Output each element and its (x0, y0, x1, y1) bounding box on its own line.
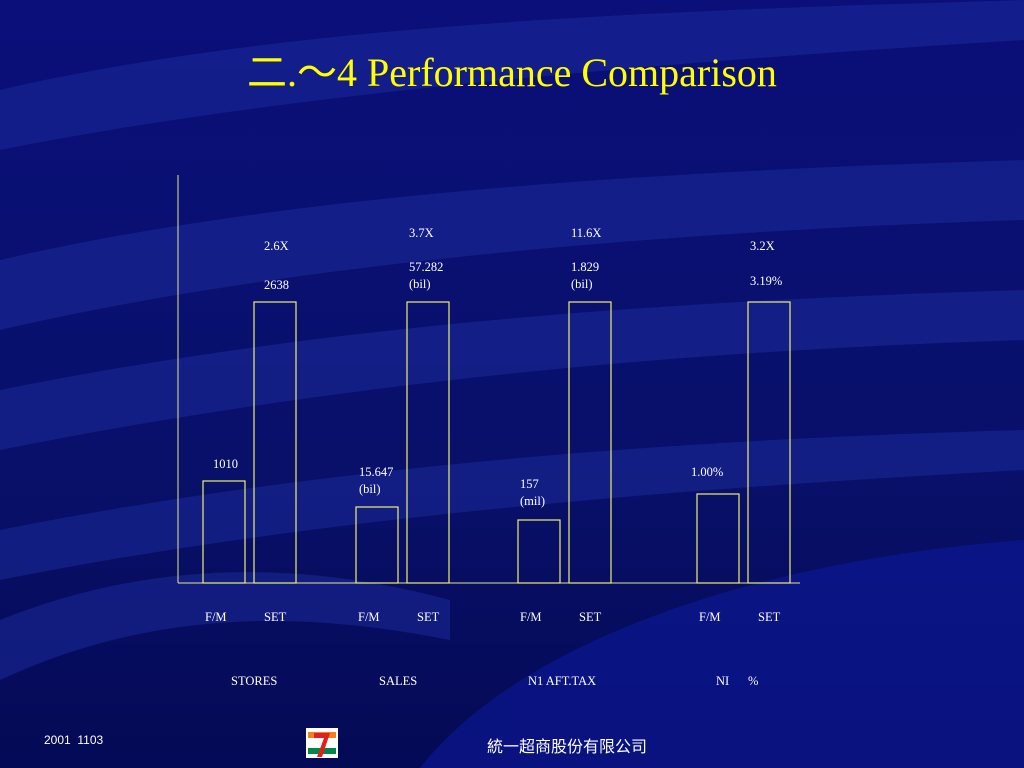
value-label: 15.647 (359, 465, 393, 479)
value-label: (bil) (409, 277, 431, 291)
value-label: 1010 (213, 457, 238, 471)
bar-label: F/M (358, 610, 380, 624)
ratio-label: 3.7X (409, 226, 434, 240)
value-label: (mil) (520, 494, 545, 508)
bar-label: F/M (699, 610, 721, 624)
ratio-label: 2.6X (264, 239, 289, 253)
value-label: 57.282 (409, 260, 443, 274)
slide-title: 二.～4 Performance Comparison (247, 50, 777, 95)
bar-label: SET (417, 610, 440, 624)
footer-company: 統一超商股份有限公司 (487, 738, 647, 756)
value-label: 1.00% (691, 465, 723, 479)
value-label: 3.19% (750, 274, 782, 288)
value-label: (bil) (571, 277, 593, 291)
footer-date: 2001 1103 (44, 733, 103, 747)
bar-label: SET (579, 610, 602, 624)
value-label: 1.829 (571, 260, 599, 274)
bar-label: SET (758, 610, 781, 624)
value-label: (bil) (359, 482, 381, 496)
group-label: N1 AFT.TAX (528, 674, 596, 688)
ratio-label: 3.2X (750, 239, 775, 253)
bar-label: F/M (520, 610, 542, 624)
bars (202, 301, 791, 584)
bar-label: SET (264, 610, 287, 624)
group-label: NI % (716, 674, 758, 688)
bar-label: F/M (205, 610, 227, 624)
value-label: 157 (520, 477, 539, 491)
group-label: SALES (379, 674, 417, 688)
value-label: 2638 (264, 278, 289, 292)
group-label: STORES (231, 674, 277, 688)
ratio-label: 11.6X (571, 226, 601, 240)
logo (306, 728, 338, 758)
